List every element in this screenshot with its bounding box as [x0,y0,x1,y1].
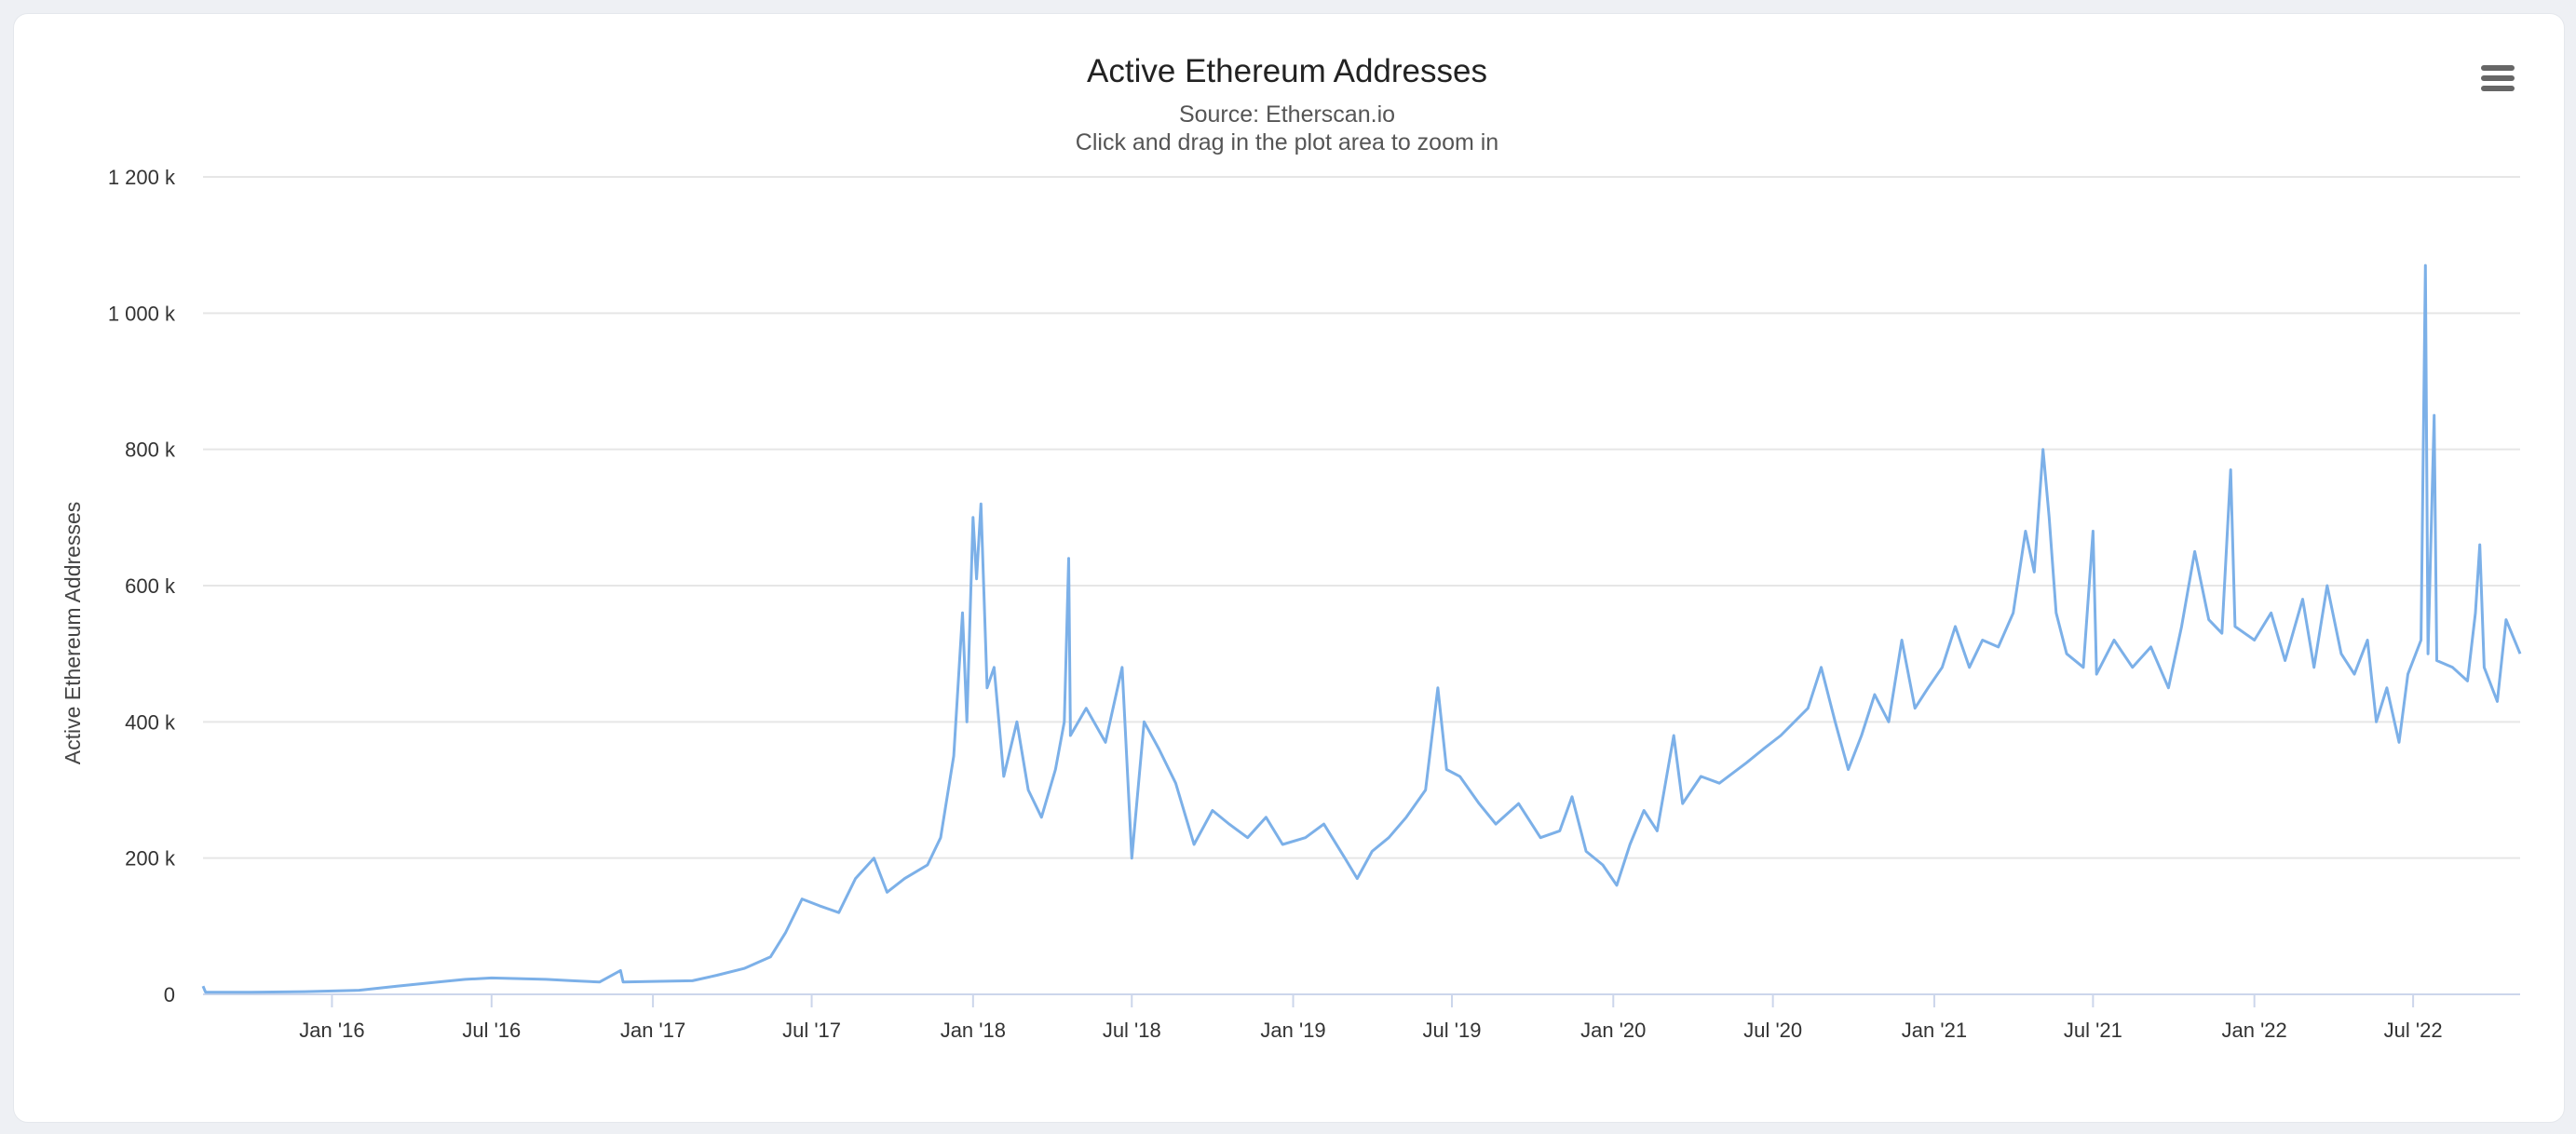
y-tick-label: 0 [164,983,175,1006]
hamburger-menu-icon[interactable] [2477,58,2518,99]
y-tick-label: 1 200 k [108,166,176,189]
x-tick-label: Jul '21 [2064,1019,2122,1042]
x-tick-label: Jan '21 [1902,1019,1967,1042]
y-tick-label: 400 k [125,710,176,734]
series-layer [201,263,2522,994]
chart-title: Active Ethereum Addresses [1087,53,1487,89]
x-tick-label: Jul '17 [782,1019,841,1042]
y-tick-label: 1 000 k [108,302,176,325]
x-tick-label: Jul '18 [1103,1019,1161,1042]
x-tick-label: Jan '19 [1260,1019,1325,1042]
x-tick-label: Jul '19 [1423,1019,1482,1042]
y-axis-title: Active Ethereum Addresses [61,502,85,765]
y-tick-label: 600 k [125,574,176,598]
y-tick-label: 200 k [125,847,176,871]
x-tick-label: Jul '16 [462,1019,521,1042]
chart-zoom-hint: Click and drag in the plot area to zoom … [1076,129,1498,155]
grid-lines [203,176,2520,995]
x-tick-label: Jan '16 [299,1019,364,1042]
x-tick-label: Jan '18 [941,1019,1006,1042]
x-tick-label: Jul '22 [2384,1019,2443,1042]
x-tick-label: Jan '17 [620,1019,685,1042]
y-axis-ticks: 0 200 k 400 k 600 k 800 k 1 000 k 1 200 k [108,166,176,1006]
x-tick-label: Jan '22 [2222,1019,2287,1042]
x-tick-label: Jan '20 [1580,1019,1646,1042]
chart-subtitle: Source: Etherscan.io [1179,101,1395,128]
chart-card [13,13,2565,1123]
y-tick-label: 800 k [125,439,176,462]
x-axis-ticks: Jan '16 Jul '16 Jan '17 Jul '17 Jan '18 Jul '… [299,994,2443,1042]
series-line[interactable] [201,263,2522,994]
x-tick-label: Jul '20 [1743,1019,1802,1042]
